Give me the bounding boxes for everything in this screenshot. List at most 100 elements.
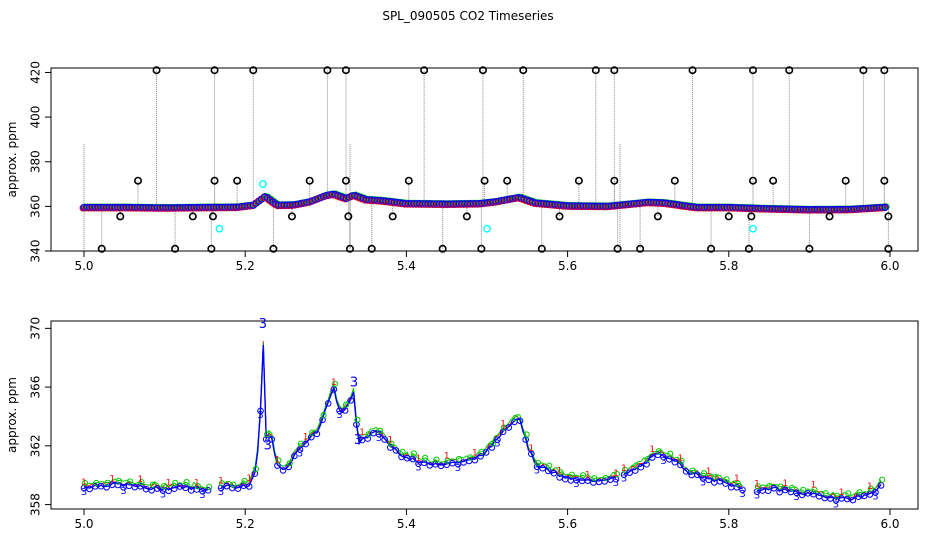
bottom-marker-series3: 3 — [872, 491, 878, 502]
bottom-point-series3 — [165, 487, 172, 495]
bottom-point-series3 — [671, 458, 679, 466]
bottom-point-series3 — [626, 469, 633, 476]
bottom-marker-series1: 1 — [218, 477, 224, 487]
bottom-marker-series1: 1 — [528, 444, 534, 454]
bottom-point-series2 — [523, 431, 530, 438]
bottom-point-series3 — [245, 483, 253, 490]
bottom-point-series3 — [114, 481, 122, 489]
top-outlier-point — [478, 66, 487, 75]
bottom-marker-series3: 3 — [257, 410, 263, 421]
bottom-marker-series3: 3 — [120, 486, 126, 497]
bottom-point-series3 — [739, 486, 746, 494]
top-y-tick-label: 380 — [29, 150, 43, 173]
bottom-point-series2 — [534, 459, 542, 466]
bottom-point-series2 — [591, 475, 598, 482]
bottom-marker-series1: 1 — [557, 467, 563, 477]
bottom-peak-annotation: 3 — [259, 317, 267, 332]
bottom-point-series3 — [637, 463, 645, 471]
bottom-point-series2 — [376, 427, 384, 434]
bottom-point-series2 — [365, 431, 372, 438]
bottom-point-series3 — [654, 451, 662, 459]
bottom-marker-series1: 1 — [754, 480, 760, 490]
bottom-line-series2 — [756, 479, 882, 498]
bottom-peak-annotation: 3 — [354, 433, 362, 448]
bottom-marker-series3: 3 — [376, 433, 382, 444]
top-outlier-point — [748, 66, 757, 75]
bottom-x-tick-label: 5.2 — [236, 517, 255, 531]
bottom-marker-series1: 1 — [331, 378, 337, 388]
bottom-point-series3 — [648, 454, 656, 461]
top-outlier-point — [420, 66, 429, 75]
bottom-line-series3 — [83, 481, 209, 492]
bottom-point-series3 — [341, 407, 349, 414]
top-outlier-point — [97, 244, 106, 253]
bottom-point-series3 — [677, 461, 684, 469]
bottom-y-tick-label: 366 — [29, 376, 43, 399]
top-outlier-point — [519, 66, 528, 75]
bottom-marker-series1: 1 — [585, 471, 591, 481]
bottom-point-series2 — [138, 479, 145, 486]
top-outlier-point — [323, 66, 332, 75]
bottom-y-tick-label: 370 — [29, 317, 43, 340]
top-outlier-point — [841, 176, 850, 185]
bottom-marker-series3: 3 — [754, 491, 760, 502]
bottom-point-series2 — [241, 477, 248, 485]
top-outlier-point — [233, 176, 242, 185]
bottom-point-series2 — [264, 431, 271, 438]
top-outlier-point — [884, 244, 893, 253]
top-outlier-point — [269, 244, 278, 253]
bottom-point-series3 — [279, 467, 287, 474]
bottom-point-series2 — [867, 485, 874, 492]
bottom-marker-series3: 3 — [793, 492, 799, 503]
top-outlier-point — [744, 244, 753, 253]
top-cyan-point — [215, 224, 224, 233]
bottom-point-series2 — [297, 440, 305, 447]
top-outlier-point — [537, 244, 546, 253]
bottom-point-series3 — [499, 428, 507, 436]
bottom-point-series2 — [700, 470, 708, 477]
top-outlier-point — [747, 212, 756, 221]
bottom-y-tick-label: 362 — [29, 434, 43, 457]
top-outlier-point — [249, 66, 258, 75]
bottom-point-series3 — [154, 485, 161, 492]
bottom-point-series2 — [546, 462, 553, 469]
bottom-point-series2 — [422, 454, 429, 461]
bottom-marker-series3: 3 — [199, 490, 205, 501]
top-outlier-point — [305, 176, 314, 185]
bottom-marker-series1: 1 — [166, 479, 172, 489]
bottom-plot-frame — [50, 320, 919, 510]
bottom-point-series2 — [621, 466, 629, 474]
bottom-marker-series1: 1 — [81, 478, 87, 488]
top-outlier-point — [884, 212, 893, 221]
top-outlier-point — [591, 66, 600, 75]
bottom-marker-series1: 1 — [613, 469, 619, 479]
bottom-point-series3 — [601, 478, 608, 485]
top-outlier-point — [670, 176, 679, 185]
bottom-point-series2 — [218, 480, 226, 487]
bottom-point-series2 — [410, 450, 417, 457]
bottom-point-series2 — [723, 476, 730, 483]
bottom-point-series3 — [137, 482, 144, 490]
bottom-point-series2 — [689, 467, 696, 474]
bottom-y-tick-label: 358 — [29, 493, 43, 516]
bottom-point-series3 — [764, 487, 772, 495]
top-outlier-point — [116, 212, 125, 221]
bottom-point-series3 — [488, 444, 496, 451]
bottom-point-series3 — [866, 491, 874, 498]
bottom-line-series3 — [220, 344, 617, 490]
bottom-point-series2 — [788, 484, 795, 492]
bottom-point-series3 — [223, 482, 230, 490]
top-x-tick-label: 6.0 — [880, 259, 899, 273]
top-outlier-point — [188, 212, 197, 221]
top-outlier-point — [785, 66, 794, 75]
bottom-point-series2 — [467, 454, 474, 461]
top-y-tick-label: 400 — [29, 106, 43, 129]
bottom-point-series3 — [381, 436, 388, 443]
top-outlier-point — [210, 176, 219, 185]
bottom-point-series2 — [160, 483, 168, 490]
bottom-point-series2 — [678, 457, 685, 464]
bottom-marker-series3: 3 — [534, 466, 540, 477]
bottom-point-series3 — [584, 477, 592, 484]
